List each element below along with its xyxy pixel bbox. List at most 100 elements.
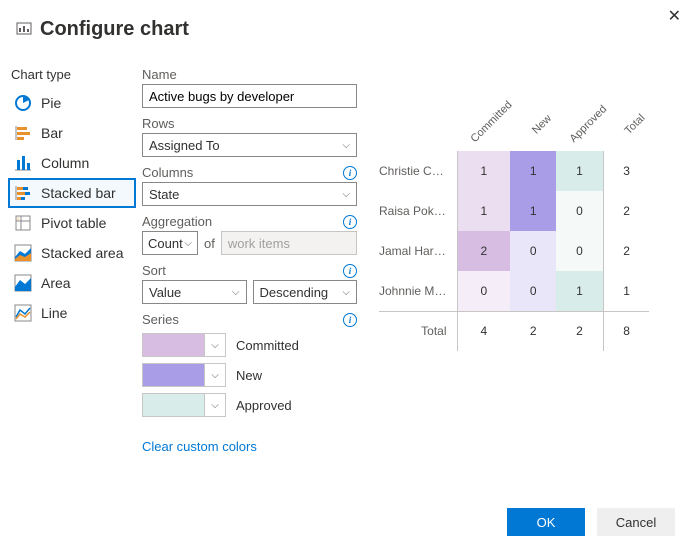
- preview-cell: 1: [603, 271, 649, 311]
- chevron-down-icon: ⌵: [342, 287, 350, 298]
- chart-type-line[interactable]: Line: [8, 298, 136, 328]
- chart-type-label-pivot-table: Pivot table: [41, 215, 106, 231]
- sort-by-value: Value: [149, 285, 181, 300]
- clear-custom-colors-link[interactable]: Clear custom colors: [142, 439, 257, 454]
- stacked-bar-icon: [13, 183, 33, 203]
- preview-cell: 1: [556, 271, 603, 311]
- series-color-picker[interactable]: ⌵: [204, 363, 226, 387]
- info-icon[interactable]: i: [343, 313, 357, 327]
- chevron-down-icon: ⌵: [211, 340, 219, 351]
- chart-type-bar[interactable]: Bar: [8, 118, 136, 148]
- series-row: ⌵ Approved: [142, 393, 357, 417]
- preview-cell: 0: [510, 231, 556, 271]
- sort-by-select[interactable]: Value ⌵: [142, 280, 247, 304]
- columns-value: State: [149, 187, 179, 202]
- chevron-down-icon: ⌵: [342, 189, 350, 200]
- rows-value: Assigned To: [149, 138, 220, 153]
- chart-type-stacked-area[interactable]: Stacked area: [8, 238, 136, 268]
- chart-type-list: Chart type Pie Bar Column Stacked bar Σ …: [8, 67, 136, 454]
- chart-type-label-column: Column: [41, 155, 89, 171]
- dialog-title: Configure chart: [40, 18, 189, 41]
- chart-type-pivot-table[interactable]: Σ Pivot table: [8, 208, 136, 238]
- preview-cell: 0: [556, 231, 603, 271]
- preview-panel: CommittedNewApprovedTotalChristie Ch...1…: [357, 67, 675, 454]
- area-icon: [13, 273, 33, 293]
- preview-total-cell: 2: [510, 311, 556, 351]
- series-name: Committed: [236, 338, 299, 353]
- preview-col-header: Total: [615, 104, 656, 145]
- dialog-footer: OK Cancel: [507, 508, 675, 536]
- chart-type-column[interactable]: Column: [8, 148, 136, 178]
- chart-type-area[interactable]: Area: [8, 268, 136, 298]
- preview-cell: 1: [457, 151, 510, 191]
- aggregation-select[interactable]: Count⌵: [142, 231, 198, 255]
- preview-cell: 2: [603, 231, 649, 271]
- chart-type-label-stacked-bar: Stacked bar: [41, 185, 116, 201]
- series-color-picker[interactable]: ⌵: [204, 393, 226, 417]
- chevron-down-icon: ⌵: [211, 370, 219, 381]
- series-row: ⌵ Committed: [142, 333, 357, 357]
- aggregation-of: of: [204, 236, 215, 251]
- chart-type-label-pie: Pie: [41, 95, 61, 111]
- chart-type-label-line: Line: [41, 305, 67, 321]
- rows-select[interactable]: Assigned To ⌵: [142, 133, 357, 157]
- preview-total-cell: 2: [556, 311, 603, 351]
- svg-text:Σ: Σ: [17, 216, 20, 221]
- preview-cell: 1: [556, 151, 603, 191]
- preview-total-label: Total: [379, 311, 457, 351]
- series-name: New: [236, 368, 262, 383]
- preview-row-header: Johnnie McL...: [379, 271, 457, 311]
- preview-cell: 1: [510, 191, 556, 231]
- close-icon[interactable]: ✕: [668, 6, 681, 26]
- preview-cell: 1: [510, 151, 556, 191]
- sort-dir-value: Descending: [260, 285, 329, 300]
- info-icon[interactable]: i: [343, 264, 357, 278]
- rows-label: Rows: [142, 116, 175, 131]
- name-input[interactable]: [142, 84, 357, 108]
- series-row: ⌵ New: [142, 363, 357, 387]
- preview-cell: 3: [603, 151, 649, 191]
- preview-row-header: Raisa Pokro...: [379, 191, 457, 231]
- cancel-button[interactable]: Cancel: [597, 508, 675, 536]
- chart-type-label-area: Area: [41, 275, 71, 291]
- info-icon[interactable]: i: [343, 166, 357, 180]
- chevron-down-icon: ⌵: [342, 140, 350, 151]
- preview-cell: 0: [556, 191, 603, 231]
- column-icon: [13, 153, 33, 173]
- info-icon[interactable]: i: [343, 215, 357, 229]
- line-icon: [13, 303, 33, 323]
- preview-cell: 2: [457, 231, 510, 271]
- preview-row-header: Christie Ch...: [379, 151, 457, 191]
- columns-label: Columns: [142, 165, 193, 180]
- chart-type-label-stacked-area: Stacked area: [41, 245, 124, 261]
- series-name: Approved: [236, 398, 292, 413]
- ok-button[interactable]: OK: [507, 508, 585, 536]
- preview-cell: 2: [603, 191, 649, 231]
- preview-cell: 1: [457, 191, 510, 231]
- preview-total-cell: 8: [603, 311, 649, 351]
- chart-type-pie[interactable]: Pie: [8, 88, 136, 118]
- preview-total-cell: 4: [457, 311, 510, 351]
- preview-table: CommittedNewApprovedTotalChristie Ch...1…: [379, 97, 649, 351]
- series-color-picker[interactable]: ⌵: [204, 333, 226, 357]
- bar-icon: [13, 123, 33, 143]
- preview-col-header: Committed: [469, 99, 515, 145]
- sort-dir-select[interactable]: Descending ⌵: [253, 280, 358, 304]
- preview-cell: 0: [457, 271, 510, 311]
- dialog-title-bar: Configure chart: [0, 0, 691, 45]
- chart-icon: [16, 20, 32, 39]
- stacked-area-icon: [13, 243, 33, 263]
- series-color-swatch: [142, 363, 204, 387]
- columns-select[interactable]: State ⌵: [142, 182, 357, 206]
- series-color-swatch: [142, 333, 204, 357]
- series-color-swatch: [142, 393, 204, 417]
- aggregation-label: Aggregation: [142, 214, 212, 229]
- chart-type-label-bar: Bar: [41, 125, 63, 141]
- chevron-down-icon: ⌵: [184, 238, 192, 249]
- name-label: Name: [142, 67, 177, 82]
- series-label: Series: [142, 312, 179, 327]
- preview-row-header: Jamal Hartn...: [379, 231, 457, 271]
- chart-type-stacked-bar[interactable]: Stacked bar: [8, 178, 136, 208]
- aggregation-target: work items: [221, 231, 357, 255]
- chevron-down-icon: ⌵: [232, 287, 240, 298]
